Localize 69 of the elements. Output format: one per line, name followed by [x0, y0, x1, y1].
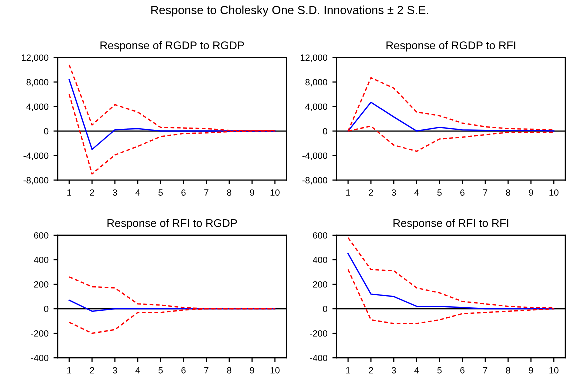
x-tick-label: 8	[227, 367, 232, 374]
chart-title: Response of RGDP to RFI	[386, 41, 516, 52]
y-tick-label: 4,000	[305, 104, 328, 112]
y-tick-label: -8,000	[302, 177, 328, 185]
x-tick-label: 1	[68, 367, 72, 374]
x-tick-label: 4	[414, 367, 420, 374]
x-tick-label: 6	[182, 367, 186, 374]
x-tick-label: 8	[506, 190, 510, 196]
chart-title: Response of RFI to RGDP	[108, 219, 238, 230]
x-tick-label: 2	[90, 367, 94, 374]
x-tick-label: 6	[460, 367, 465, 374]
y-tick-label: -4,000	[24, 152, 49, 160]
y-tick-label: 4,000	[26, 104, 49, 112]
y-tick-label: 200	[313, 281, 328, 288]
x-tick-label: 4	[136, 190, 140, 196]
x-tick-label: 8	[506, 367, 510, 374]
x-tick-label: 9	[250, 190, 254, 196]
x-tick-label: 9	[529, 367, 534, 374]
x-tick-label: 1	[346, 367, 350, 374]
y-tick-label: 8,000	[26, 79, 49, 87]
x-tick-label: 10	[550, 190, 559, 196]
x-tick-label: 3	[392, 190, 396, 196]
y-tick-label: -4,000	[302, 152, 328, 160]
x-tick-label: 9	[529, 190, 534, 196]
y-tick-label: -400	[310, 355, 328, 362]
x-tick-label: 3	[112, 190, 118, 196]
y-tick-label: 12,000	[300, 54, 328, 62]
x-tick-label: 7	[483, 190, 488, 196]
x-tick-label: 9	[250, 367, 254, 374]
y-tick-label: -8,000	[24, 177, 49, 185]
x-tick-label: 5	[158, 190, 164, 196]
x-tick-label: 1	[346, 190, 350, 196]
x-tick-label: 5	[438, 367, 442, 374]
x-tick-label: 7	[204, 367, 209, 374]
y-tick-label: -200	[310, 330, 328, 337]
y-tick-label: 400	[313, 256, 328, 264]
x-tick-label: 7	[483, 367, 488, 374]
y-tick-label: 0	[323, 128, 328, 135]
y-tick-label: 0	[44, 128, 49, 135]
y-tick-label: 400	[34, 256, 49, 264]
x-tick-label: 10	[270, 190, 280, 196]
x-tick-label: 10	[270, 367, 280, 374]
y-tick-label: 0	[44, 306, 49, 312]
chart-title: Response of RGDP to RGDP	[100, 41, 244, 52]
y-tick-label: -200	[31, 330, 49, 337]
x-tick-label: 4	[414, 190, 420, 196]
x-tick-label: 6	[460, 190, 465, 196]
x-tick-label: 6	[182, 190, 186, 196]
chart-title: Response of RFI to RFI	[394, 219, 509, 230]
x-tick-label: 8	[227, 190, 232, 196]
x-tick-label: 5	[438, 190, 442, 196]
y-tick-label: 12,000	[22, 54, 49, 62]
x-tick-label: 7	[204, 190, 209, 196]
y-tick-label: 8,000	[306, 79, 328, 87]
x-tick-label: 1	[68, 190, 72, 196]
x-tick-label: 10	[550, 367, 559, 374]
y-tick-label: 600	[34, 232, 49, 239]
y-tick-label: 600	[313, 232, 328, 239]
x-tick-label: 2	[90, 190, 94, 196]
x-tick-label: 3	[112, 367, 118, 374]
y-tick-label: -400	[31, 355, 49, 362]
y-tick-label: 200	[34, 281, 49, 288]
x-tick-label: 4	[136, 367, 140, 374]
text: Response to Cholesky One S.D. Innovations ± 2 S.E.	[152, 6, 428, 17]
x-tick-label: 2	[369, 367, 374, 374]
y-tick-label: 0	[323, 306, 328, 312]
x-tick-label: 3	[392, 367, 396, 374]
x-tick-label: 5	[158, 367, 164, 374]
x-tick-label: 2	[369, 190, 374, 196]
